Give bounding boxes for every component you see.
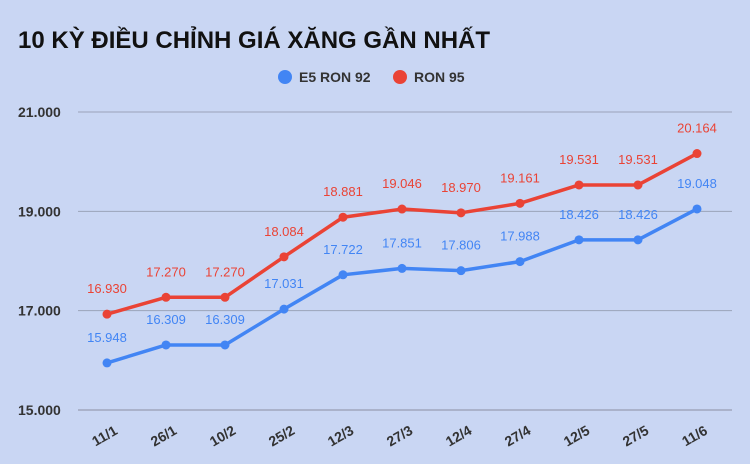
data-label: 19.531 — [559, 152, 599, 167]
x-tick-label: 26/1 — [148, 422, 180, 450]
data-point — [633, 235, 643, 245]
data-label: 18.426 — [618, 207, 658, 222]
chart-series: 15.948 16.309 16.309 17.031 17.722 17.851 17.8… — [87, 121, 717, 368]
data-label: 18.881 — [323, 184, 363, 199]
x-tick-label: 25/2 — [266, 422, 298, 450]
data-label: 18.084 — [264, 224, 304, 239]
x-tick-label: 27/5 — [620, 422, 652, 450]
legend-label: E5 RON 92 — [299, 69, 371, 85]
data-label: 16.309 — [205, 312, 245, 327]
data-point — [397, 263, 407, 273]
data-label: 19.161 — [500, 170, 540, 185]
data-point — [338, 270, 348, 280]
legend-marker — [278, 70, 292, 84]
x-tick-label: 12/4 — [443, 422, 475, 450]
x-tick-label: 11/6 — [679, 422, 710, 449]
data-label: 18.970 — [441, 180, 481, 195]
data-point — [338, 212, 348, 222]
data-label: 15.948 — [87, 330, 127, 345]
data-label: 17.806 — [441, 238, 481, 253]
data-label: 17.031 — [264, 276, 304, 291]
y-tick-label: 15.000 — [18, 402, 61, 418]
data-point — [633, 180, 643, 190]
data-point — [161, 340, 171, 350]
x-tick-label: 11/1 — [89, 422, 120, 449]
data-point — [456, 266, 466, 276]
data-point — [279, 304, 289, 314]
data-label: 16.309 — [146, 312, 186, 327]
y-tick-label: 21.000 — [18, 104, 61, 120]
chart-title: 10 KỲ ĐIỀU CHỈNH GIÁ XĂNG GẦN NHẤT — [18, 25, 490, 54]
x-tick-label: 12/3 — [325, 422, 357, 450]
data-label: 17.851 — [382, 235, 422, 250]
data-label: 18.426 — [559, 207, 599, 222]
data-point — [220, 292, 230, 302]
data-label: 19.046 — [382, 176, 422, 191]
data-point — [102, 309, 112, 319]
data-point — [574, 180, 584, 190]
data-point — [574, 235, 584, 245]
legend-marker — [393, 70, 407, 84]
data-point — [279, 252, 289, 262]
data-label: 17.988 — [500, 229, 540, 244]
data-label: 19.531 — [618, 152, 658, 167]
data-label: 20.164 — [677, 121, 717, 136]
data-point — [397, 204, 407, 214]
data-label: 19.048 — [677, 176, 717, 191]
x-tick-label: 27/4 — [502, 422, 534, 450]
data-point — [692, 204, 702, 214]
x-tick-label: 27/3 — [384, 422, 416, 450]
data-point — [515, 257, 525, 267]
y-axis: 15.000 17.000 19.000 21.000 — [18, 104, 61, 418]
x-tick-label: 12/5 — [561, 422, 593, 450]
data-point — [456, 208, 466, 218]
data-label: 17.722 — [323, 242, 363, 257]
series-0: 15.948 16.309 16.309 17.031 17.722 17.851 17.8… — [87, 176, 717, 368]
data-point — [692, 149, 702, 159]
x-axis: 11/1 26/1 10/2 25/2 12/3 27/3 12/4 27/4 12/5 27/5… — [89, 422, 710, 450]
data-label: 16.930 — [87, 281, 127, 296]
data-point — [220, 340, 230, 350]
y-tick-label: 19.000 — [18, 203, 61, 219]
legend-label: RON 95 — [414, 69, 465, 85]
data-label: 17.270 — [146, 264, 186, 279]
data-point — [161, 292, 171, 302]
series-line — [106, 207, 698, 365]
data-point — [102, 358, 112, 368]
data-point — [515, 198, 525, 208]
chart-legend: E5 RON 92 RON 95 — [278, 69, 465, 85]
y-tick-label: 17.000 — [18, 303, 61, 319]
series-1: 16.930 17.270 17.270 18.084 18.881 19.046 18.9… — [87, 121, 717, 319]
data-label: 17.270 — [205, 264, 245, 279]
x-tick-label: 10/2 — [207, 422, 239, 450]
